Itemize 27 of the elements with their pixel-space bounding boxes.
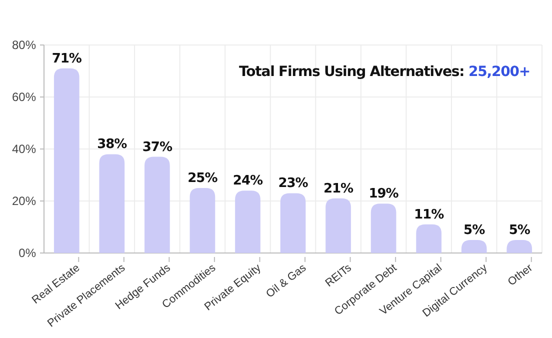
data-label: 25% (188, 171, 218, 186)
bar (99, 154, 125, 253)
data-label: 24% (232, 174, 264, 189)
data-label: 38% (97, 137, 128, 152)
bar (280, 193, 306, 253)
y-tick-label: 0% (18, 246, 36, 260)
y-tick-label: 40% (12, 142, 36, 156)
x-tick-label: Oil & Gas (264, 262, 309, 300)
y-tick-label: 80% (12, 38, 36, 52)
data-label: 23% (278, 176, 308, 192)
annotation: Total Firms Using Alternatives: 25,200+ (239, 64, 530, 80)
bar (370, 204, 396, 253)
data-label: 21% (323, 181, 354, 196)
data-label: 37% (142, 140, 172, 155)
y-tick-label: 60% (12, 90, 36, 104)
data-label: 5% (508, 223, 530, 238)
bar (190, 188, 216, 253)
data-label: 5% (464, 223, 486, 238)
bar (416, 224, 442, 253)
data-label: 19% (368, 186, 399, 202)
y-tick-label: 20% (12, 194, 36, 208)
bar (144, 156, 170, 253)
bar (54, 68, 80, 253)
bar (326, 198, 351, 253)
data-label: 11% (414, 207, 444, 222)
data-label: 71% (52, 51, 82, 66)
bar (235, 190, 260, 253)
